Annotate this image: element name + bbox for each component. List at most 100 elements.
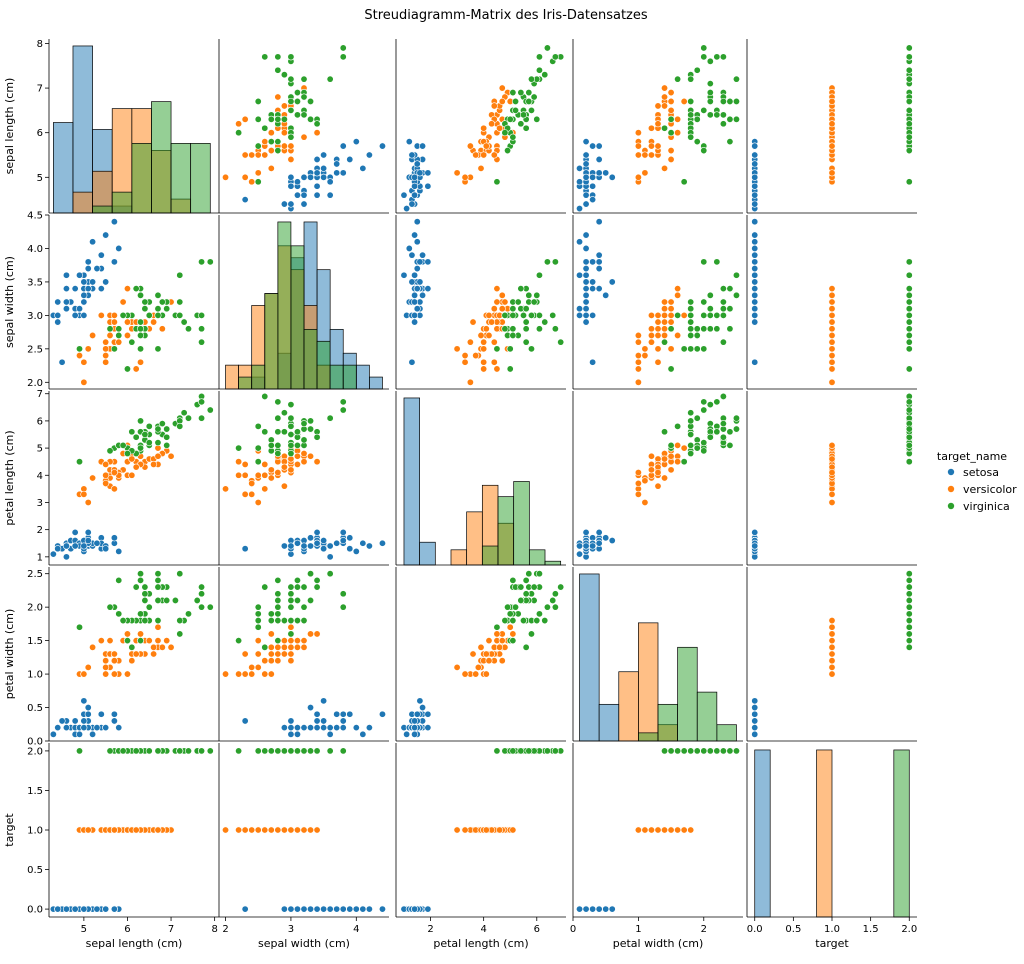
point-virginica-30 [535, 66, 543, 74]
point-versicolor-20 [828, 617, 836, 625]
point-virginica-37 [141, 430, 149, 438]
point-versicolor-34 [287, 155, 295, 163]
point-setosa-48 [333, 160, 341, 168]
point-virginica-8 [527, 345, 535, 353]
point-virginica-35 [287, 414, 295, 422]
point-virginica-7 [280, 747, 288, 755]
x-axis-label: sepal length (cm) [86, 937, 183, 950]
point-virginica-21 [106, 447, 114, 455]
point-virginica-34 [261, 428, 269, 436]
point-virginica-35 [198, 583, 206, 591]
point-setosa-21 [84, 265, 92, 273]
panel-frame [572, 215, 743, 390]
hist-bar-virginica-petal_length-8 [528, 549, 546, 566]
point-versicolor-27 [287, 623, 295, 631]
point-setosa-13 [403, 205, 411, 213]
point-setosa-18 [110, 534, 118, 542]
point-versicolor-36 [154, 452, 162, 460]
point-setosa-33 [365, 151, 373, 159]
point-virginica-48 [905, 285, 913, 293]
point-setosa-47 [582, 191, 590, 199]
point-versicolor-40 [261, 151, 269, 159]
point-virginica-32 [905, 590, 913, 598]
point-virginica-17 [339, 53, 347, 61]
point-versicolor-43 [634, 826, 642, 834]
point-virginica-31 [905, 406, 913, 414]
point-virginica-37 [293, 111, 301, 119]
point-virginica-17 [198, 590, 206, 598]
point-setosa-45 [411, 182, 419, 190]
point-versicolor-36 [498, 97, 506, 105]
point-versicolor-27 [154, 623, 162, 631]
point-virginica-40 [522, 576, 530, 584]
point-versicolor-42 [261, 657, 269, 665]
point-versicolor-43 [241, 826, 249, 834]
y-tick-label: 3.5 [27, 277, 43, 288]
point-setosa-44 [424, 169, 432, 177]
hist-bar-setosa-sepal_length-1 [72, 45, 93, 214]
point-virginica-8 [687, 97, 695, 105]
point-setosa-42 [54, 298, 62, 306]
point-virginica-43 [300, 93, 308, 101]
point-virginica-15 [719, 111, 727, 119]
point-virginica-6 [680, 345, 688, 353]
point-virginica-42 [267, 441, 275, 449]
point-virginica-30 [184, 414, 192, 422]
point-versicolor-30 [641, 352, 649, 360]
point-setosa-16 [595, 251, 603, 259]
point-setosa-47 [300, 542, 308, 550]
point-setosa-46 [339, 724, 347, 732]
point-setosa-31 [313, 155, 321, 163]
point-setosa-23 [602, 534, 610, 542]
point-virginica-4 [527, 106, 535, 114]
point-virginica-49 [905, 441, 913, 449]
point-virginica-19 [235, 444, 243, 452]
point-setosa-40 [320, 717, 328, 725]
point-versicolor-31 [248, 826, 256, 834]
point-versicolor-29 [634, 338, 642, 346]
point-versicolor-45 [647, 466, 655, 474]
hist-bar-virginica-sepal_width-6 [303, 328, 318, 390]
point-setosa-44 [424, 258, 432, 266]
point-setosa-49 [307, 905, 315, 913]
point-setosa-37 [411, 271, 419, 279]
point-virginica-5 [287, 401, 295, 409]
point-versicolor-44 [106, 331, 114, 339]
point-setosa-45 [751, 182, 759, 190]
point-versicolor-9 [661, 164, 669, 172]
point-versicolor-41 [287, 643, 295, 651]
point-setosa-8 [280, 542, 288, 550]
point-virginica-39 [163, 433, 171, 441]
point-virginica-13 [700, 345, 708, 353]
point-versicolor-36 [293, 452, 301, 460]
point-setosa-34 [582, 305, 590, 313]
point-versicolor-33 [674, 331, 682, 339]
point-virginica-21 [274, 147, 282, 155]
panel-frame [218, 215, 389, 390]
y-tick-label: 4 [37, 471, 43, 482]
point-setosa-45 [287, 542, 295, 550]
point-setosa-13 [287, 730, 295, 738]
point-versicolor-48 [254, 498, 262, 506]
point-setosa-43 [751, 278, 759, 286]
point-setosa-36 [320, 151, 328, 159]
point-versicolor-29 [634, 142, 642, 150]
point-virginica-30 [905, 66, 913, 74]
point-versicolor-21 [480, 124, 488, 132]
point-virginica-35 [198, 414, 206, 422]
point-versicolor-12 [480, 365, 488, 373]
point-virginica-29 [287, 630, 295, 638]
point-versicolor-41 [496, 643, 504, 651]
point-virginica-39 [706, 747, 714, 755]
point-virginica-49 [687, 133, 695, 141]
point-versicolor-46 [110, 318, 118, 326]
point-versicolor-4 [667, 106, 675, 114]
x-tick-label: 1.0 [824, 924, 840, 935]
hist-bar-virginica-sepal_width-9 [342, 364, 357, 390]
point-setosa-31 [595, 155, 603, 163]
point-setosa-49 [80, 542, 88, 550]
point-virginica-45 [154, 583, 162, 591]
point-virginica-18 [719, 338, 727, 346]
point-virginica-42 [267, 610, 275, 618]
point-versicolor-12 [235, 670, 243, 678]
